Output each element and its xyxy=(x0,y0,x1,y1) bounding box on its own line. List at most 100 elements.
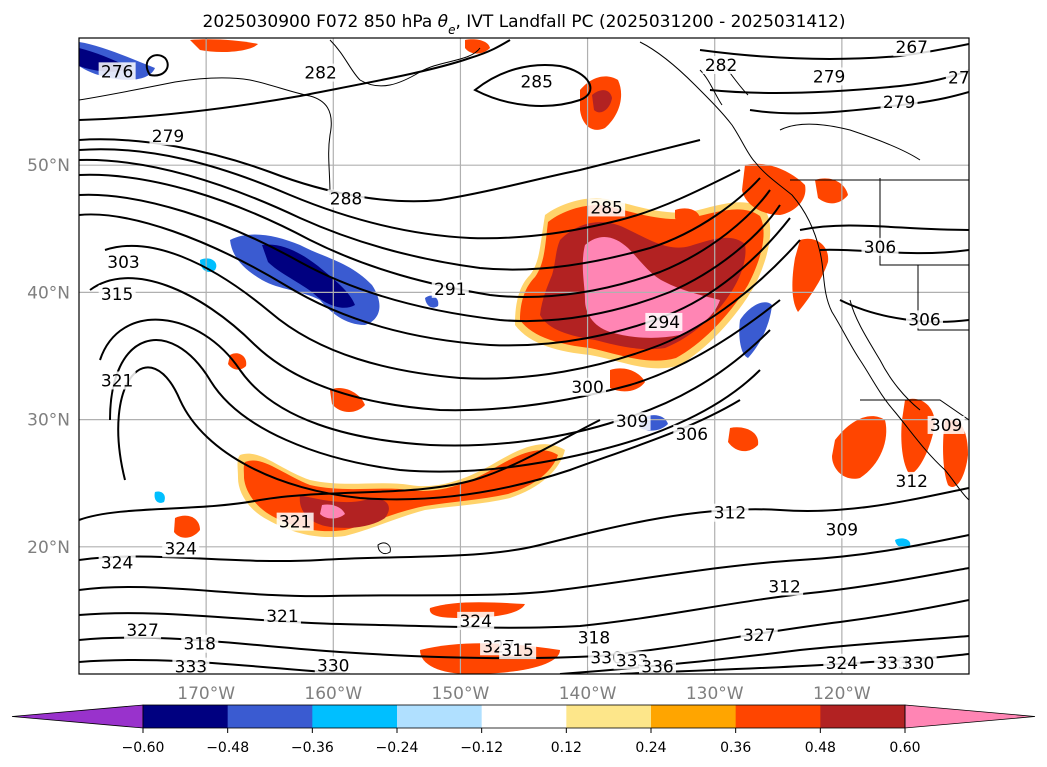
contour-label-bg xyxy=(740,625,778,644)
contour-label: 336 xyxy=(641,658,673,678)
colorbar-bin xyxy=(820,705,906,728)
contour-label-bg xyxy=(639,657,676,674)
contour-label-bg xyxy=(899,653,937,672)
colorbar-extend-min xyxy=(11,704,144,729)
contour-label: 279 xyxy=(883,93,915,113)
theta-e-contour xyxy=(79,173,771,299)
ivt-positive-area xyxy=(299,495,389,528)
contour-label-bg xyxy=(124,620,162,639)
ivt-positive-area xyxy=(742,163,806,215)
ivt-negative-area xyxy=(154,491,165,503)
contour-label-bg xyxy=(327,189,365,208)
colorbar-tick-label: 0.12 xyxy=(551,740,582,756)
ivt-positive-area xyxy=(174,515,200,538)
map-background xyxy=(79,38,969,674)
contour-label-bg xyxy=(181,634,219,653)
ivt-positive-area xyxy=(429,602,525,618)
contour-label-bg xyxy=(893,471,931,490)
ivt-positive-area xyxy=(943,419,968,487)
colorbar-tick-label: −0.60 xyxy=(122,740,165,756)
ivt-negative-area xyxy=(425,295,439,308)
colorbar-bin xyxy=(312,705,398,728)
contour-label: 327 xyxy=(126,621,158,641)
contour-label-bg xyxy=(302,63,340,82)
contour-labels: 276 279 282 285 282 267 279 279 27 288 285 303 315 29… xyxy=(98,38,970,678)
axis-labels: 170°W 160°W 150°W 140°W 130°W 120°W 20°N 30°N 40… xyxy=(27,156,871,704)
ivt-negative-area xyxy=(895,538,911,548)
contour-label: 306 xyxy=(864,238,896,258)
contour-label: 324 xyxy=(164,539,196,559)
contour-label: 321 xyxy=(279,513,311,533)
theta-e-contour xyxy=(109,339,761,473)
contour-label: 309 xyxy=(826,520,858,540)
theta-e-contour xyxy=(79,487,969,563)
theta-e-contour xyxy=(79,599,969,660)
contour-label: 291 xyxy=(434,280,466,300)
contour-label: 309 xyxy=(930,416,962,436)
colorbar-bin xyxy=(227,705,313,728)
contour-label-bg xyxy=(861,237,899,256)
border xyxy=(860,399,969,421)
contour-label-bg xyxy=(702,55,740,74)
contour-label: 279 xyxy=(813,67,845,87)
contour-label-bg xyxy=(518,72,556,91)
colorbar-tick-label: 0.36 xyxy=(720,740,751,756)
colorbar-bin xyxy=(397,705,483,728)
contour-label-bg xyxy=(149,127,187,146)
contour-label: 282 xyxy=(705,56,737,76)
colorbar-tick-label: 0.60 xyxy=(889,740,920,756)
ivt-positive-area xyxy=(815,178,848,204)
theta-e-contour xyxy=(79,158,761,271)
contour-label: 324 xyxy=(826,654,858,674)
map-panel[interactable]: 276 279 282 285 282 267 279 279 27 288 285 303 315 29… xyxy=(79,38,972,678)
contour-label: 276 xyxy=(101,62,133,82)
colorbar-bin xyxy=(735,705,821,728)
lon-tick-label: 150°W xyxy=(432,684,490,704)
contour-label-bg xyxy=(766,577,804,596)
contour-label-bg xyxy=(927,415,965,434)
theta-e-contour xyxy=(104,239,801,380)
theta-e-contour xyxy=(839,299,969,323)
theta-e-contour xyxy=(99,318,771,447)
contour-label: 303 xyxy=(107,253,139,273)
colorbar-tick-label: −0.24 xyxy=(376,740,419,756)
contour-label-bg xyxy=(276,512,314,531)
colorbar-tick-label: −0.36 xyxy=(291,740,334,756)
contour-label-bg xyxy=(711,503,749,522)
contour-label: 324 xyxy=(101,553,133,573)
lon-tick-label: 160°W xyxy=(304,684,362,704)
theta-e-contour xyxy=(79,213,791,347)
lat-tick-label: 20°N xyxy=(27,538,70,558)
lat-tick-label: 40°N xyxy=(27,283,70,303)
island-coast xyxy=(377,542,391,555)
theta-e-contour xyxy=(117,366,741,501)
contour-label-bg xyxy=(810,67,848,86)
theta-e-contour xyxy=(799,224,969,231)
ivt-positive-area xyxy=(728,427,759,452)
ivt-positive-area xyxy=(610,368,645,392)
colorbar-bin xyxy=(651,705,737,728)
contour-label: 312 xyxy=(896,472,928,492)
contour-label: 27 xyxy=(948,69,970,89)
ivt-positive-area xyxy=(792,238,829,312)
theta-e-contour xyxy=(473,64,592,107)
colorbar-tick-label: −0.12 xyxy=(460,740,503,756)
contour-label: 306 xyxy=(676,425,708,445)
ivt-negative-area xyxy=(200,258,217,272)
contour-label: 282 xyxy=(304,64,336,84)
coastline xyxy=(639,41,969,501)
contour-label: 309 xyxy=(616,412,648,432)
contour-label: 321 xyxy=(266,607,298,627)
theta-e-contour xyxy=(79,419,601,521)
colorbar-tick-label: 0.48 xyxy=(805,740,836,756)
contour-label-bg xyxy=(823,520,861,539)
contour-label: 330 xyxy=(317,656,349,676)
colorbar-bin xyxy=(481,705,567,728)
theta-e-contour xyxy=(79,138,701,203)
contour-label-bg xyxy=(499,641,537,660)
figure-title: 2025030900 F072 850 hPa θe, IVT Landfall… xyxy=(203,12,846,37)
lon-tick-label: 140°W xyxy=(559,684,617,704)
contour-label-bg xyxy=(263,606,301,625)
coastline xyxy=(849,299,921,411)
ivt-positive-area xyxy=(190,39,258,52)
